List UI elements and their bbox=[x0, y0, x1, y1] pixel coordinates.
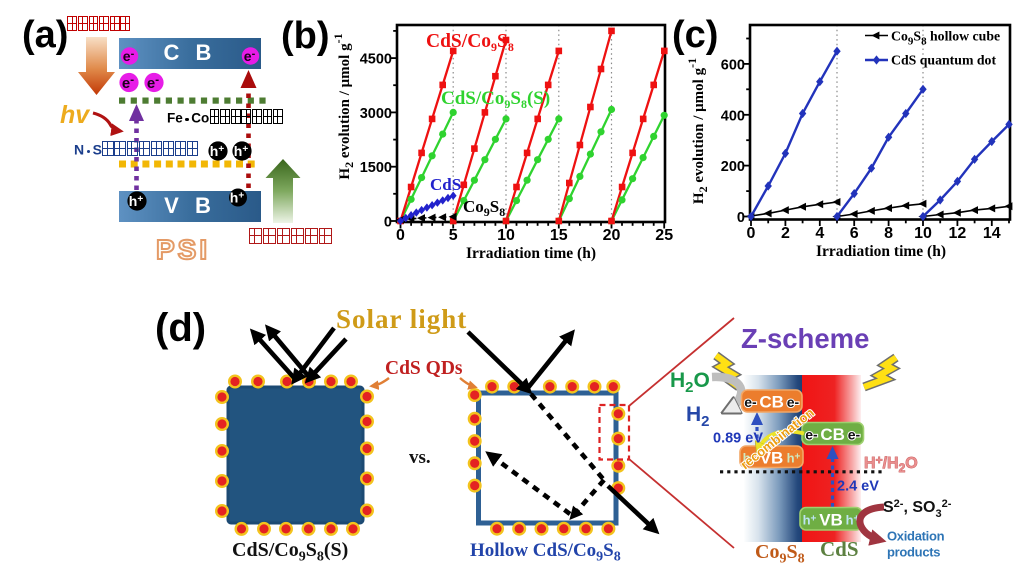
svg-text:0.89 eV: 0.89 eV bbox=[713, 431, 763, 447]
svg-text:CdS/Co9S8(S): CdS/Co9S8(S) bbox=[441, 88, 550, 111]
svg-text:e-: e- bbox=[787, 394, 800, 410]
svg-text:h+: h+ bbox=[787, 451, 801, 466]
svg-text:0: 0 bbox=[737, 210, 745, 226]
svg-text:hv: hv bbox=[60, 101, 91, 129]
svg-text:10: 10 bbox=[914, 225, 932, 242]
svg-text:200: 200 bbox=[721, 159, 745, 175]
svg-text:400: 400 bbox=[721, 108, 745, 124]
svg-text:H2 evolution / μmol g-1: H2 evolution / μmol g-1 bbox=[685, 58, 710, 204]
svg-text:CdS quantum dot: CdS quantum dot bbox=[891, 53, 996, 68]
svg-text:S2-, SO32-: S2-, SO32- bbox=[883, 498, 952, 520]
svg-text:6: 6 bbox=[850, 225, 859, 242]
svg-text:Irradiation time (h): Irradiation time (h) bbox=[816, 243, 946, 260]
svg-text:3000: 3000 bbox=[360, 106, 392, 122]
svg-text:CB: CB bbox=[759, 393, 784, 412]
svg-text:25: 25 bbox=[655, 227, 673, 244]
svg-text:0: 0 bbox=[396, 227, 405, 244]
svg-text:4: 4 bbox=[815, 225, 824, 242]
svg-text:products: products bbox=[887, 545, 940, 560]
svg-text:h+: h+ bbox=[803, 513, 817, 528]
svg-text:CdS QDs: CdS QDs bbox=[385, 358, 463, 379]
svg-text:VB: VB bbox=[819, 511, 843, 530]
svg-text:CdS: CdS bbox=[430, 175, 461, 194]
svg-text:4500: 4500 bbox=[360, 52, 392, 68]
svg-text:14: 14 bbox=[983, 225, 1001, 242]
svg-text:2.4 eV: 2.4 eV bbox=[837, 479, 879, 495]
svg-text:Co9S8: Co9S8 bbox=[755, 541, 805, 567]
svg-text:C B: C B bbox=[164, 40, 217, 65]
svg-text:e-: e- bbox=[744, 394, 757, 410]
svg-text:e-: e- bbox=[123, 48, 135, 64]
svg-text:CdS/Co9S8: CdS/Co9S8 bbox=[426, 31, 514, 54]
svg-text:vs.: vs. bbox=[409, 447, 431, 468]
svg-text:2: 2 bbox=[781, 225, 790, 242]
svg-text:e-: e- bbox=[848, 427, 861, 443]
svg-text:e-: e- bbox=[805, 427, 818, 443]
svg-text:H2: H2 bbox=[686, 403, 710, 430]
svg-text:Irradiation time (h): Irradiation time (h) bbox=[466, 245, 596, 262]
svg-text:15: 15 bbox=[550, 227, 568, 244]
svg-text:H+/H2O: H+/H2O bbox=[864, 453, 918, 475]
svg-text:Co9S8: Co9S8 bbox=[463, 197, 505, 219]
svg-text:V B: V B bbox=[164, 193, 216, 218]
svg-text:H2 evolution / μmol g-1: H2 evolution / μmol g-1 bbox=[331, 33, 356, 179]
svg-text:10: 10 bbox=[497, 227, 515, 244]
svg-text:1500: 1500 bbox=[360, 160, 392, 176]
svg-text:e-: e- bbox=[244, 48, 256, 64]
svg-text:CB: CB bbox=[820, 425, 845, 444]
svg-text:8: 8 bbox=[884, 225, 893, 242]
svg-text:Z-scheme: Z-scheme bbox=[741, 323, 869, 354]
svg-text:h+: h+ bbox=[743, 451, 757, 466]
svg-text:Hollow CdS/Co9S8: Hollow CdS/Co9S8 bbox=[470, 540, 621, 565]
svg-text:Solar light: Solar light bbox=[336, 304, 467, 334]
svg-text:CdS: CdS bbox=[820, 537, 859, 561]
svg-text:600: 600 bbox=[721, 57, 745, 73]
svg-text:5: 5 bbox=[449, 227, 458, 244]
svg-text:12: 12 bbox=[949, 225, 967, 242]
svg-text:0: 0 bbox=[747, 225, 756, 242]
svg-text:0: 0 bbox=[384, 215, 392, 231]
svg-text:Oxidation: Oxidation bbox=[887, 529, 945, 544]
svg-text:Co9S8 hollow cube: Co9S8 hollow cube bbox=[891, 29, 1000, 48]
svg-text:H2O: H2O bbox=[670, 369, 710, 396]
svg-text:CdS/Co9S8(S): CdS/Co9S8(S) bbox=[232, 539, 348, 565]
svg-text:20: 20 bbox=[603, 227, 621, 244]
